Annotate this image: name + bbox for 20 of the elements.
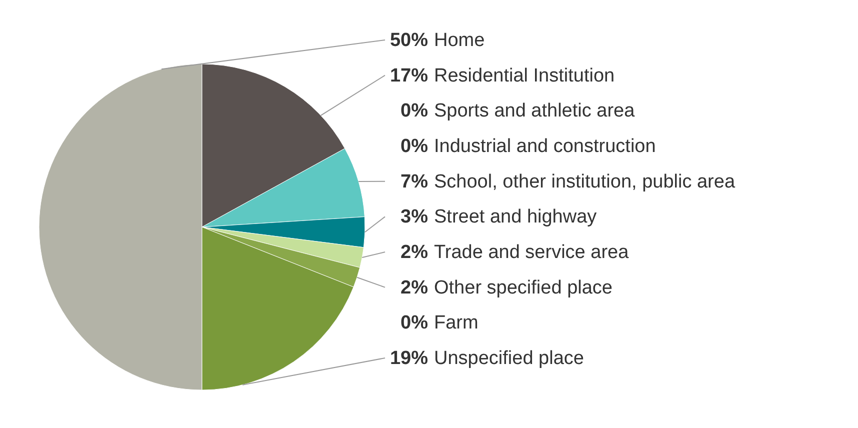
slice-label: Trade and service area [434, 242, 630, 263]
category-label: Farm [434, 312, 478, 334]
slice-label: Street and highway [434, 206, 598, 228]
category-label: Industrial and construction [434, 136, 656, 157]
slice-label: School, other institution, public area [434, 171, 736, 192]
slice-label: Residential Institution [434, 65, 615, 86]
slice-label: Other specified place [434, 277, 612, 298]
data-label: 50% [390, 30, 428, 51]
category-label: Sports and athletic area [434, 100, 635, 122]
data-label: 2% [400, 242, 428, 263]
data-label: 2% [400, 277, 428, 298]
data-label: 19% [390, 348, 428, 369]
data-label: 3% [400, 206, 428, 228]
data-label: 17% [390, 65, 428, 86]
text: 0% [400, 136, 428, 157]
text: 0% [400, 312, 428, 334]
slice-label: Home [434, 30, 485, 51]
data-label: 7% [400, 171, 428, 192]
slice-label: Unspecified place [434, 348, 584, 369]
text: 0% [400, 100, 428, 122]
